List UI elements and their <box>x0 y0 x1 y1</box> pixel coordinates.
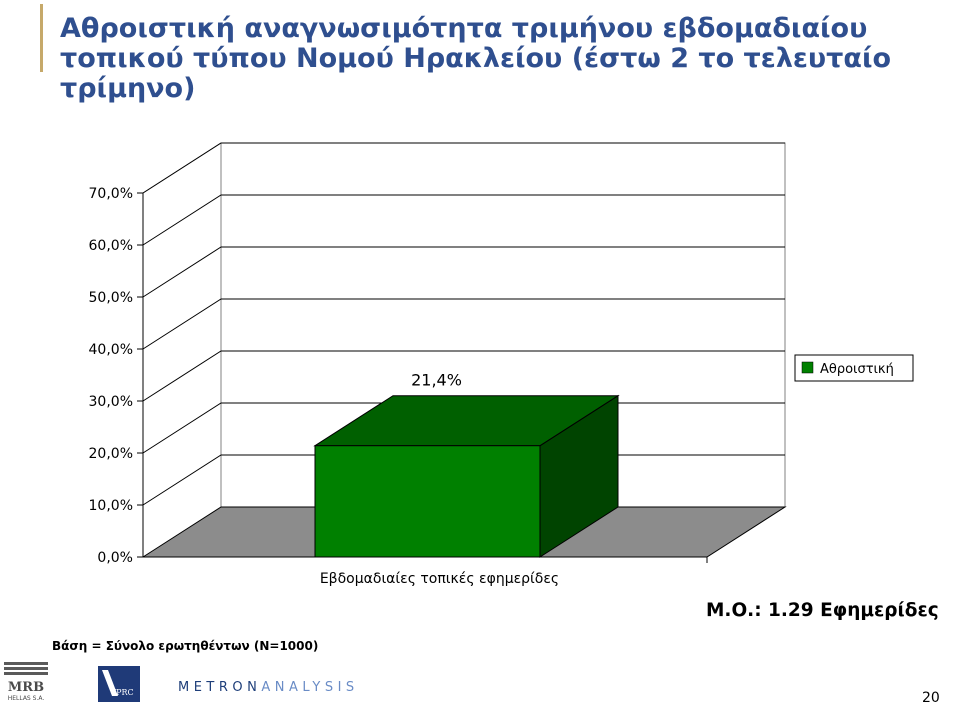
base-note: Βάση = Σύνολο ερωτηθέντων (Ν=1000) <box>52 639 319 653</box>
mrb-logo: MRB HELLAS S.A. <box>4 662 48 702</box>
y-tick-label: 60,0% <box>89 238 133 254</box>
mrb-logo-subtext: HELLAS S.A. <box>8 695 45 702</box>
y-tick-label: 70,0% <box>89 186 133 202</box>
data-label: 21,4% <box>411 371 462 390</box>
metron-logo-part2: ANALYSIS <box>261 680 359 695</box>
legend-box <box>794 354 914 382</box>
title-accent-bar <box>40 4 43 72</box>
legend-swatch <box>801 361 814 374</box>
bar-front-face <box>314 445 541 558</box>
mrb-logo-text: MRB <box>8 680 44 695</box>
average-label: Μ.Ο.: 1.29 Εφημερίδες <box>706 600 939 621</box>
gridline <box>142 350 785 402</box>
y-tick-label: 20,0% <box>89 446 133 462</box>
gridline <box>142 194 785 246</box>
chart-legend: Αθροιστική <box>794 354 914 382</box>
metron-logo-part1: METRON <box>178 680 262 695</box>
vprc-logo-text: VPRC <box>109 688 133 697</box>
vprc-logo: VPRC <box>98 666 140 702</box>
gridline <box>142 298 785 350</box>
metron-analysis-logo: METRONANALYSIS <box>178 680 359 695</box>
slide-title: Αθροιστική αναγνωσιμότητα τριμήνου εβδομ… <box>60 13 892 104</box>
y-tick-label: 50,0% <box>89 290 133 306</box>
y-tick-label: 30,0% <box>89 394 133 410</box>
chart-labels: 0,0% 10,0% 20,0% 30,0% 40,0% 50,0% 60,0% 70,0% 2… <box>89 186 560 587</box>
y-tick-label: 0,0% <box>97 550 133 566</box>
chart-bars <box>313 394 620 558</box>
gridline <box>142 246 785 298</box>
gridline <box>142 142 785 194</box>
category-label: Εβδομαδιαίες τοπικές εφημερίδες <box>320 571 559 587</box>
y-tick-label: 40,0% <box>89 342 133 358</box>
y-tick-label: 10,0% <box>89 498 133 514</box>
legend-label: Αθροιστική <box>820 362 894 377</box>
page-number: 20 <box>922 690 940 706</box>
